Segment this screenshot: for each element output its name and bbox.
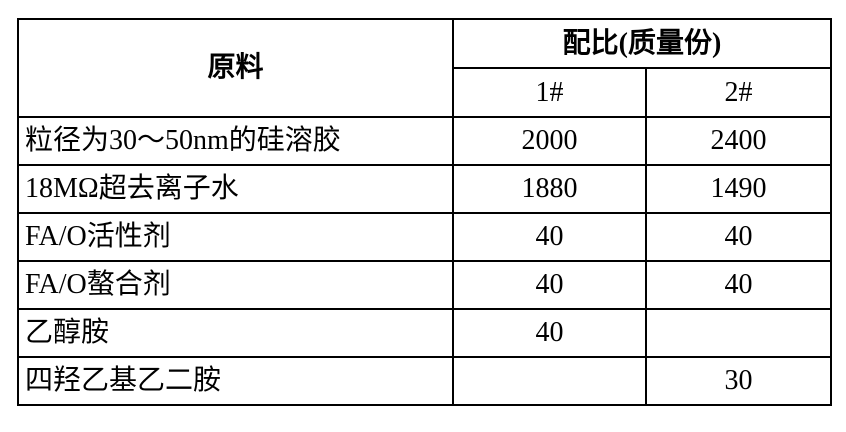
value-cell-2 (645, 308, 832, 358)
material-cell: 乙醇胺 (17, 308, 454, 358)
value-cell-2: 40 (645, 212, 832, 262)
material-cell: 四羟乙基乙二胺 (17, 356, 454, 406)
header-col-2: 2# (645, 67, 832, 118)
value-cell-2: 40 (645, 260, 832, 310)
header-row: 原料 配比(质量份) (17, 18, 832, 118)
material-cell: 18MΩ超去离子水 (17, 164, 454, 214)
value-cell-1: 1880 (452, 164, 647, 214)
formulation-table: 原料 配比(质量份) 1# 2# 粒径为30～50nm的硅溶胶 2000 240… (17, 18, 832, 406)
value-cell-1: 40 (452, 260, 647, 310)
material-cell: 粒径为30～50nm的硅溶胶 (17, 116, 454, 166)
value-cell-1: 40 (452, 308, 647, 358)
header-col-1: 1# (452, 67, 647, 118)
material-cell: FA/O螯合剂 (17, 260, 454, 310)
value-cell-1 (452, 356, 647, 406)
table-row: FA/O螯合剂 40 40 (17, 260, 832, 310)
table-row: 乙醇胺 40 (17, 308, 832, 358)
header-material: 原料 (17, 18, 454, 118)
header-ratio: 配比(质量份) (452, 18, 832, 69)
material-cell: FA/O活性剂 (17, 212, 454, 262)
table-row: 四羟乙基乙二胺 30 (17, 356, 832, 406)
value-cell-2: 30 (645, 356, 832, 406)
value-cell-1: 40 (452, 212, 647, 262)
table-row: FA/O活性剂 40 40 (17, 212, 832, 262)
value-cell-2: 1490 (645, 164, 832, 214)
value-cell-2: 2400 (645, 116, 832, 166)
table-row: 18MΩ超去离子水 1880 1490 (17, 164, 832, 214)
value-cell-1: 2000 (452, 116, 647, 166)
subheader-row: 1# 2# (18, 67, 832, 118)
table-row: 粒径为30～50nm的硅溶胶 2000 2400 (17, 116, 832, 166)
